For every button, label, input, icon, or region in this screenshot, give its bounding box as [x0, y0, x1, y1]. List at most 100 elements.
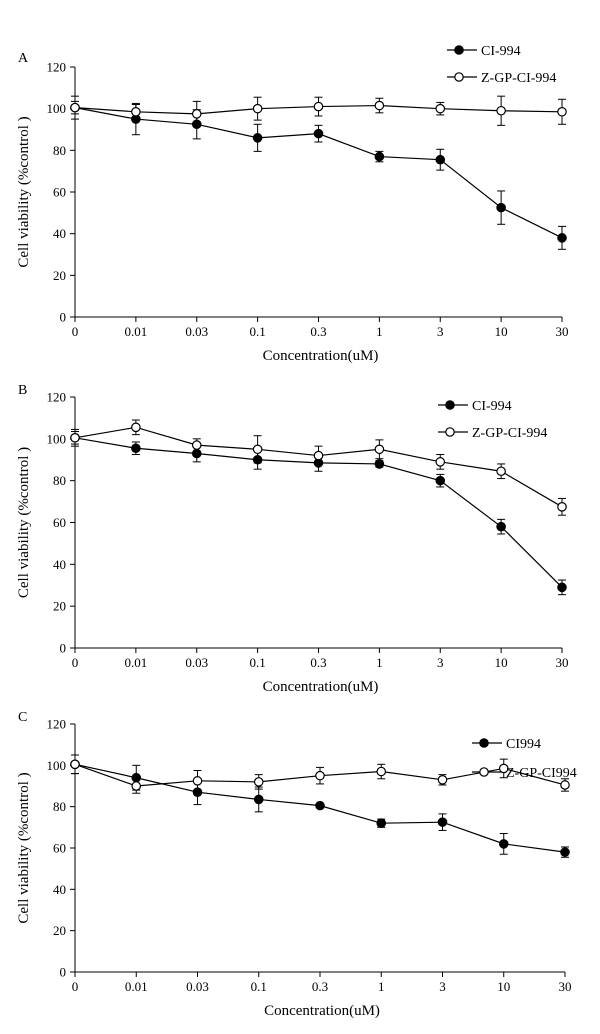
data-point: [131, 443, 141, 454]
x-tick-label: 1: [376, 324, 383, 339]
legend-label: Z-GP-CI994: [506, 766, 577, 781]
data-point: [192, 776, 203, 786]
legend-entry: CI-994: [447, 44, 521, 59]
data-point: [498, 839, 509, 849]
x-tick-label: 0: [72, 324, 79, 339]
data-point: [70, 102, 80, 113]
x-tick-label: 0.01: [125, 655, 148, 670]
legend-marker: [479, 767, 489, 777]
y-tick-label: 0: [60, 641, 67, 656]
x-tick-label: 0.1: [250, 655, 266, 670]
data-point: [437, 817, 448, 827]
y-tick-label: 100: [47, 758, 67, 773]
data-point: [498, 763, 509, 774]
data-point: [253, 777, 264, 787]
y-axis-title: Cell viability (%control ): [16, 772, 32, 923]
data-point: [560, 847, 570, 857]
panel-label: C: [18, 710, 27, 725]
data-point: [252, 103, 263, 114]
y-tick-label: 20: [53, 599, 66, 614]
data-point: [315, 800, 325, 811]
y-axis-title: Cell viability (%control ): [16, 116, 32, 267]
legend-entry: Z-GP-CI994: [472, 766, 577, 781]
data-point: [496, 202, 506, 213]
x-tick-label: 1: [376, 655, 383, 670]
y-tick-label: 20: [53, 268, 66, 283]
y-tick-label: 80: [53, 143, 66, 158]
y-tick-label: 60: [53, 515, 66, 530]
y-axis-title: Cell viability (%control ): [16, 447, 32, 598]
x-tick-label: 0: [72, 979, 79, 994]
x-tick-label: 3: [437, 655, 444, 670]
x-tick-label: 30: [559, 979, 572, 994]
chart-panel-c: C 0 20 40 60 80 100 120 0 0.01 0.03 0.1 0.3 1 3 10 30 Con…: [16, 710, 577, 1019]
x-tick-label: 0.3: [310, 324, 326, 339]
data-point: [131, 106, 141, 117]
series-ci-994: [70, 95, 567, 250]
data-point: [252, 133, 263, 143]
legend-label: Z-GP-CI-994: [481, 71, 556, 86]
legend-label: Z-GP-CI-994: [472, 426, 547, 441]
x-tick-label: 0.3: [310, 655, 326, 670]
y-tick-label: 120: [47, 60, 67, 75]
x-tick-label: 30: [556, 655, 569, 670]
legend-marker: [454, 72, 464, 82]
panel-label: B: [18, 383, 27, 398]
legend-label: CI994: [506, 737, 541, 752]
series-z-gp-ci-994: [70, 419, 567, 516]
data-point: [253, 794, 264, 805]
data-point: [376, 818, 387, 828]
x-axis-title: Concentration(uM): [263, 679, 379, 695]
data-point: [557, 582, 567, 593]
data-point: [435, 154, 446, 165]
y-tick-label: 80: [53, 799, 66, 814]
x-tick-label: 0.03: [185, 655, 208, 670]
x-tick-label: 10: [497, 979, 510, 994]
data-point: [560, 780, 570, 790]
legend-marker: [454, 45, 464, 55]
y-tick-label: 40: [53, 882, 66, 897]
data-point: [70, 432, 80, 443]
y-tick-label: 80: [53, 473, 66, 488]
panel-label: A: [18, 51, 29, 66]
data-point: [191, 440, 202, 450]
data-point: [374, 151, 385, 162]
x-axis-title: Concentration(uM): [264, 1003, 380, 1019]
chart-panel-a: A 0 20 40 60 80 100 120 0 0.01 0.03 0.1 0.3 1 3 10 30 Con…: [16, 44, 569, 364]
x-tick-label: 3: [439, 979, 446, 994]
x-axis-title: Concentration(uM): [263, 348, 379, 364]
data-point: [70, 759, 80, 770]
y-tick-label: 0: [60, 965, 67, 980]
x-tick-label: 30: [556, 324, 569, 339]
y-tick-label: 20: [53, 923, 66, 938]
data-point: [376, 766, 387, 777]
x-tick-label: 3: [437, 324, 444, 339]
data-point: [435, 103, 446, 114]
data-point: [374, 459, 385, 469]
data-point: [313, 450, 324, 461]
x-tick-label: 0.01: [125, 324, 148, 339]
y-tick-label: 100: [47, 431, 67, 446]
legend-label: CI-994: [472, 399, 512, 414]
y-tick-label: 100: [47, 101, 67, 116]
y-tick-label: 40: [53, 557, 66, 572]
data-point: [496, 521, 506, 532]
y-tick-label: 60: [53, 185, 66, 200]
series-z-gp-ci-994: [70, 95, 567, 127]
data-point: [435, 457, 446, 467]
data-point: [252, 444, 263, 455]
x-tick-label: 0.3: [312, 979, 328, 994]
x-tick-label: 0.01: [125, 979, 148, 994]
chart-panel-b: B 0 20 40 60 80 100 120 0 0.01 0.03 0.1 0.3 1 3 10 30 Con…: [16, 383, 569, 695]
legend-entry: CI-994: [438, 399, 512, 414]
x-tick-label: 0.03: [186, 979, 209, 994]
data-point: [131, 422, 141, 433]
legend-entry: Z-GP-CI-994: [447, 71, 556, 86]
legend-entry: Z-GP-CI-994: [438, 426, 547, 441]
data-point: [313, 101, 324, 112]
data-point: [191, 109, 202, 119]
data-point: [437, 774, 448, 785]
legend-label: CI-994: [481, 44, 521, 59]
data-point: [496, 466, 506, 477]
x-tick-label: 0: [72, 655, 79, 670]
